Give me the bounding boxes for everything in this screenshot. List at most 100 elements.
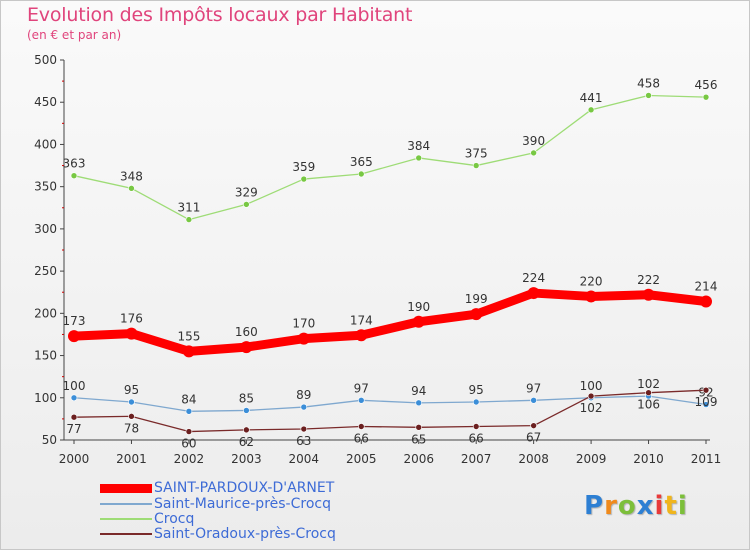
legend-label: SAINT-PARDOUX-D'ARNET (154, 480, 335, 496)
legend-item: Saint-Oradoux-près-Crocq (100, 526, 336, 542)
data-point-crocq (587, 106, 595, 114)
proxiti-logo: Proxiti (584, 491, 688, 521)
data-label-crocq: 390 (522, 134, 545, 148)
data-label-crocq: 329 (235, 185, 258, 199)
data-point-saint-oradoux-pres-crocq (128, 413, 135, 420)
legend-item: SAINT-PARDOUX-D'ARNET (100, 480, 334, 496)
data-point-saint-pardoux-d-arnet (700, 295, 712, 308)
y-tick-label: 450 (34, 95, 57, 109)
data-point-crocq (128, 185, 135, 192)
data-label-saint-oradoux-pres-crocq: 109 (695, 395, 718, 409)
data-label-saint-pardoux-d-arnet: 214 (695, 280, 718, 294)
data-label-crocq: 359 (292, 160, 315, 174)
data-point-saint-oradoux-pres-crocq (357, 423, 365, 430)
data-point-saint-maurice-pres-crocq (243, 407, 250, 414)
data-point-saint-maurice-pres-crocq (185, 407, 193, 415)
data-label-saint-pardoux-d-arnet: 173 (63, 314, 86, 328)
data-label-crocq: 365 (350, 155, 373, 169)
data-point-saint-pardoux-d-arnet (240, 341, 253, 354)
data-point-crocq (70, 172, 78, 179)
data-label-saint-pardoux-d-arnet: 160 (235, 325, 258, 339)
series-line-crocq (73, 94, 707, 221)
data-point-saint-pardoux-d-arnet (412, 315, 425, 328)
data-label-saint-oradoux-pres-crocq: 65 (411, 432, 426, 446)
data-label-saint-oradoux-pres-crocq: 66 (354, 431, 369, 445)
data-label-saint-pardoux-d-arnet: 224 (522, 271, 545, 285)
data-point-saint-maurice-pres-crocq (472, 398, 480, 406)
data-point-saint-maurice-pres-crocq (128, 398, 135, 406)
data-label-saint-oradoux-pres-crocq: 60 (181, 437, 196, 451)
data-point-saint-oradoux-pres-crocq (587, 392, 595, 400)
chart-subtitle: (en € et par an) (27, 28, 122, 42)
data-label-saint-oradoux-pres-crocq: 62 (239, 435, 254, 449)
y-tick-label: 250 (34, 264, 57, 278)
legend-item: Crocq (100, 511, 194, 527)
data-label-saint-pardoux-d-arnet: 222 (637, 273, 660, 287)
data-point-crocq (645, 92, 652, 99)
data-label-saint-pardoux-d-arnet: 170 (292, 317, 315, 331)
y-tick-label: 200 (34, 306, 57, 320)
data-label-saint-pardoux-d-arnet: 220 (580, 274, 603, 288)
logo-text: Proxiti (584, 491, 688, 521)
data-point-saint-maurice-pres-crocq (300, 403, 308, 411)
x-tick-label: 2005 (346, 452, 377, 466)
legend-item: Saint-Maurice-près-Crocq (100, 496, 331, 512)
data-label-saint-pardoux-d-arnet: 190 (407, 300, 430, 314)
data-point-saint-pardoux-d-arnet (125, 327, 138, 340)
data-point-crocq (300, 175, 308, 183)
data-point-saint-oradoux-pres-crocq (530, 422, 537, 429)
data-point-saint-maurice-pres-crocq (357, 397, 365, 404)
data-point-saint-pardoux-d-arnet (585, 290, 598, 303)
data-point-crocq (530, 149, 537, 157)
data-label-saint-oradoux-pres-crocq: 78 (124, 421, 139, 435)
data-label-saint-maurice-pres-crocq: 95 (124, 383, 139, 397)
x-tick-label: 2009 (576, 452, 607, 466)
data-label-saint-maurice-pres-crocq: 100 (63, 379, 86, 393)
x-tick-label: 2000 (59, 452, 90, 466)
data-point-saint-oradoux-pres-crocq (70, 413, 78, 421)
data-label-crocq: 441 (580, 91, 603, 105)
data-point-saint-pardoux-d-arnet (182, 345, 195, 358)
data-point-saint-oradoux-pres-crocq (415, 424, 423, 431)
legend-label: Saint-Maurice-près-Crocq (154, 496, 331, 512)
y-tick-label: 300 (34, 222, 57, 236)
data-point-saint-oradoux-pres-crocq (472, 423, 480, 430)
data-label-saint-oradoux-pres-crocq: 106 (637, 398, 660, 412)
y-tick-label: 50 (42, 433, 57, 447)
data-label-crocq: 363 (63, 157, 86, 171)
data-label-saint-maurice-pres-crocq: 89 (296, 388, 311, 402)
data-point-saint-maurice-pres-crocq (415, 399, 423, 407)
legend-swatch (100, 483, 152, 493)
data-label-saint-maurice-pres-crocq: 85 (239, 391, 254, 405)
data-label-saint-maurice-pres-crocq: 102 (637, 377, 660, 391)
data-point-saint-pardoux-d-arnet (642, 288, 655, 301)
data-label-saint-oradoux-pres-crocq: 102 (580, 401, 603, 415)
data-point-crocq (185, 216, 193, 223)
legend-label: Saint-Oradoux-près-Crocq (154, 526, 336, 542)
y-tick-label: 500 (34, 53, 57, 67)
y-tick-label: 100 (34, 391, 57, 405)
data-point-saint-oradoux-pres-crocq (645, 389, 652, 397)
x-tick-label: 2002 (174, 452, 205, 466)
data-label-saint-oradoux-pres-crocq: 66 (469, 431, 484, 445)
data-label-saint-maurice-pres-crocq: 94 (411, 384, 426, 398)
data-label-saint-maurice-pres-crocq: 97 (354, 381, 369, 395)
x-tick-label: 2001 (116, 452, 147, 466)
data-label-saint-maurice-pres-crocq: 100 (580, 379, 603, 393)
data-label-saint-maurice-pres-crocq: 84 (181, 392, 196, 406)
data-point-crocq (702, 93, 710, 101)
chart-title: Evolution des Impôts locaux par Habitant (27, 4, 413, 26)
data-label-crocq: 458 (637, 76, 660, 90)
data-label-crocq: 375 (465, 147, 488, 161)
x-tick-label: 2010 (633, 452, 664, 466)
series-line-saint-oradoux-pres-crocq (73, 389, 707, 433)
data-label-crocq: 384 (407, 139, 430, 153)
data-point-crocq (472, 162, 480, 169)
data-point-saint-pardoux-d-arnet (297, 332, 310, 345)
x-tick-label: 2008 (518, 452, 549, 466)
data-label-saint-maurice-pres-crocq: 95 (469, 383, 484, 397)
data-label-saint-maurice-pres-crocq: 97 (526, 381, 541, 395)
data-point-saint-oradoux-pres-crocq (185, 428, 193, 435)
